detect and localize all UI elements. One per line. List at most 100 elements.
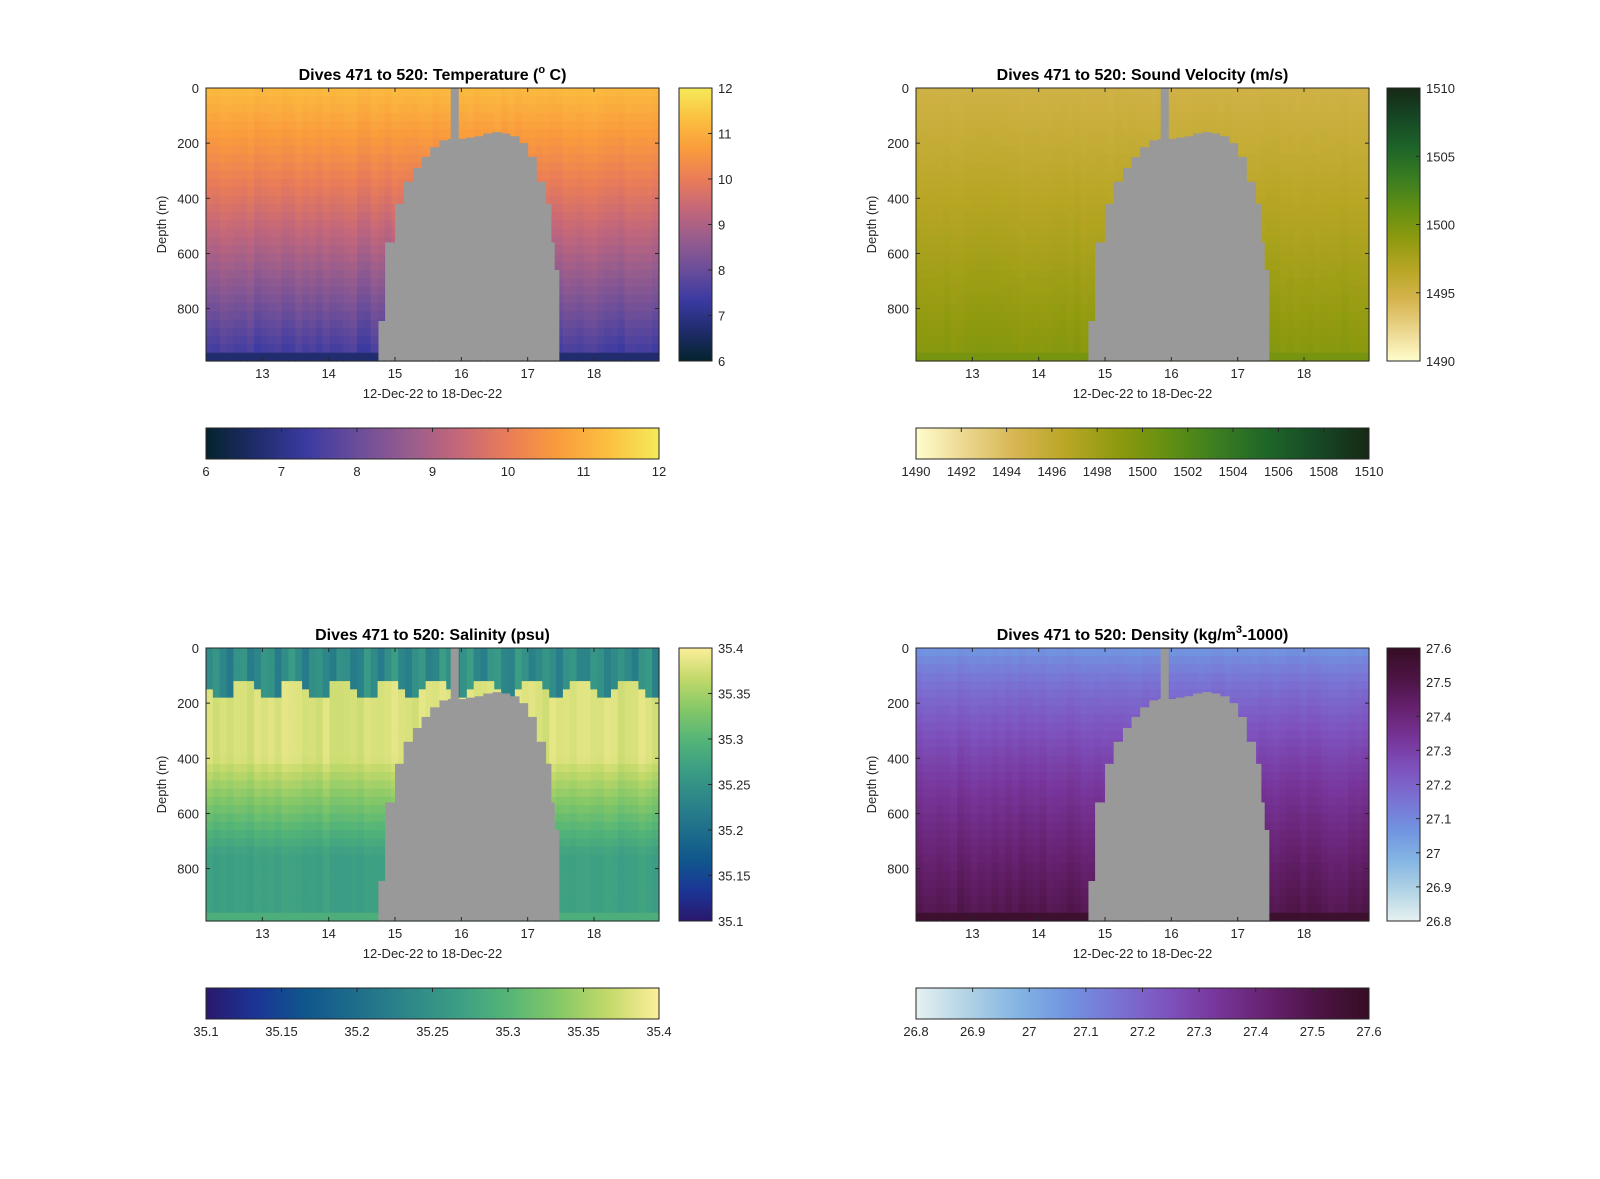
heatmap-cell	[590, 245, 598, 255]
heatmap-cell	[652, 270, 660, 279]
heatmap-cell	[1101, 96, 1109, 106]
heatmap-cell	[638, 228, 646, 238]
y-tick-label: 0	[192, 81, 199, 96]
heatmap-cell	[370, 220, 379, 230]
heatmap-cell	[549, 236, 557, 246]
heatmap-cell	[1053, 162, 1061, 172]
heatmap-cell	[295, 253, 303, 263]
heatmap-cell	[922, 195, 931, 205]
heatmap-cell	[226, 311, 235, 321]
heatmap-cell	[562, 236, 571, 246]
heatmap-cell	[240, 352, 248, 362]
heatmap-cell	[233, 796, 241, 806]
heatmap-cell	[610, 303, 619, 312]
heatmap-cell	[1286, 336, 1295, 346]
heatmap-cell	[247, 656, 255, 666]
heatmap-cell	[288, 245, 296, 255]
heatmap-cell	[1307, 352, 1315, 362]
heatmap-cell	[562, 303, 571, 312]
heatmap-cell	[370, 162, 379, 172]
heatmap-cell	[929, 154, 938, 164]
heatmap-cell	[260, 336, 269, 346]
heatmap-cell	[260, 755, 269, 765]
heatmap-cell	[411, 112, 420, 122]
heatmap-cell	[233, 187, 241, 197]
heatmap-cell	[1286, 270, 1295, 279]
heatmap-cell	[260, 179, 269, 188]
heatmap-cell	[1362, 195, 1370, 205]
heatmap-cell	[384, 154, 392, 164]
heatmap-cell	[219, 88, 228, 97]
heatmap-cell	[1348, 203, 1356, 213]
colorbar-tick-label: 1505	[1426, 149, 1455, 164]
heatmap-cell	[343, 121, 351, 130]
mask-block	[385, 242, 396, 361]
heatmap-cell	[936, 154, 945, 164]
heatmap-cell	[970, 195, 979, 205]
heatmap-cell	[357, 203, 365, 213]
heatmap-cell	[212, 278, 221, 288]
heatmap-cell	[631, 195, 640, 205]
heatmap-cell	[1073, 187, 1082, 197]
heatmap-cell	[254, 253, 262, 263]
heatmap-cell	[1320, 236, 1329, 246]
heatmap-cell	[212, 664, 221, 674]
heatmap-cell	[964, 129, 972, 139]
heatmap-cell	[1320, 162, 1329, 172]
heatmap-cell	[267, 664, 276, 674]
heatmap-cell	[631, 352, 640, 362]
heatmap-cell	[1046, 179, 1054, 188]
heatmap-cell	[604, 88, 612, 97]
heatmap-cell	[631, 137, 640, 147]
heatmap-cell	[970, 294, 979, 304]
mask-block	[483, 133, 494, 361]
heatmap-cell	[1348, 170, 1356, 180]
heatmap-cell	[466, 121, 475, 130]
heatmap-cell	[1272, 121, 1281, 130]
heatmap-cell	[247, 879, 255, 889]
heatmap-cell	[970, 129, 979, 139]
heatmap-cell	[308, 145, 317, 155]
heatmap-cell	[1279, 154, 1288, 164]
heatmap-cell	[212, 154, 221, 164]
heatmap-cell	[439, 96, 447, 106]
heatmap-cell	[1279, 121, 1288, 130]
heatmap-cell	[1245, 129, 1253, 139]
heatmap-cell	[206, 705, 214, 715]
heatmap-cell	[1279, 261, 1288, 271]
heatmap-cell	[1087, 88, 1096, 97]
heatmap-cell	[206, 672, 214, 682]
heatmap-cell	[260, 294, 269, 304]
heatmap-cell	[957, 286, 965, 296]
heatmap-cell	[1266, 121, 1274, 130]
heatmap-cell	[970, 170, 979, 180]
heatmap-cell	[1300, 195, 1308, 205]
heatmap-cell	[1307, 137, 1315, 147]
heatmap-cell	[260, 245, 269, 255]
mask-block	[1140, 147, 1150, 361]
heatmap-cell	[597, 344, 605, 354]
heatmap-cell	[1067, 236, 1075, 246]
heatmap-cell	[638, 137, 646, 147]
heatmap-cell	[1355, 129, 1363, 139]
heatmap-cell	[1183, 104, 1192, 114]
heatmap-cell	[943, 327, 951, 337]
heatmap-cell	[226, 303, 235, 312]
heatmap-cell	[929, 344, 938, 354]
heatmap-cell	[206, 336, 214, 346]
heatmap-cell	[1307, 294, 1315, 304]
heatmap-cell	[977, 319, 986, 329]
heatmap-cell	[1053, 228, 1061, 238]
heatmap-cell	[1300, 344, 1308, 354]
heatmap-cell	[459, 88, 468, 97]
heatmap-cell	[281, 179, 289, 188]
heatmap-cell	[343, 145, 351, 155]
heatmap-cell	[984, 145, 993, 155]
heatmap-cell	[1005, 145, 1013, 155]
heatmap-cell	[357, 212, 365, 221]
heatmap-cell	[418, 121, 427, 130]
heatmap-cell	[508, 104, 516, 114]
heatmap-cell	[267, 739, 276, 748]
heatmap-cell	[219, 730, 228, 740]
heatmap-cell	[624, 170, 633, 180]
